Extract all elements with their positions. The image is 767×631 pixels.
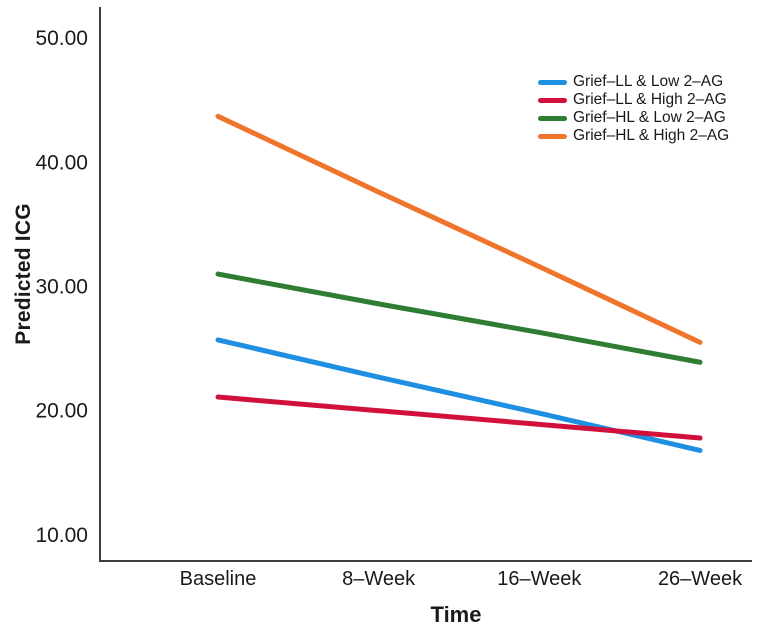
- legend-item: Grief–LL & Low 2–AG: [538, 73, 729, 91]
- series-line-2: [215, 394, 703, 441]
- y-tick-label: 30.00: [35, 275, 88, 298]
- legend-swatch-icon: [538, 79, 567, 85]
- legend-item-label: Grief–HL & High 2–AG: [573, 127, 730, 144]
- y-axis-title: Predicted ICG: [12, 203, 35, 345]
- series-line-3: [215, 271, 703, 365]
- legend: Grief–LL & Low 2–AG Grief–LL & High 2–AG G…: [538, 73, 729, 145]
- legend-item: Grief–HL & High 2–AG: [538, 127, 729, 145]
- legend-item-label: Grief–LL & High 2–AG: [573, 91, 727, 108]
- legend-item: Grief–HL & Low 2–AG: [538, 109, 729, 127]
- legend-item-label: Grief–LL & Low 2–AG: [573, 73, 724, 90]
- x-category-label: 26–Week: [658, 568, 743, 590]
- x-category-label: 8–Week: [342, 568, 416, 590]
- y-tick-label: 10.00: [35, 524, 88, 547]
- series-line-4: [215, 113, 703, 345]
- y-tick-label: 20.00: [35, 400, 88, 423]
- y-tick-label: 50.00: [35, 27, 88, 50]
- legend-item-label: Grief–HL & Low 2–AG: [573, 109, 726, 126]
- x-axis-title: Time: [430, 602, 482, 627]
- legend-swatch-icon: [538, 115, 567, 121]
- x-category-label: 16–Week: [497, 568, 582, 590]
- legend-swatch-icon: [538, 133, 567, 139]
- x-category-label: Baseline: [180, 568, 257, 590]
- y-tick-label: 40.00: [35, 151, 88, 174]
- legend-swatch-icon: [538, 97, 567, 103]
- legend-item: Grief–LL & High 2–AG: [538, 91, 729, 109]
